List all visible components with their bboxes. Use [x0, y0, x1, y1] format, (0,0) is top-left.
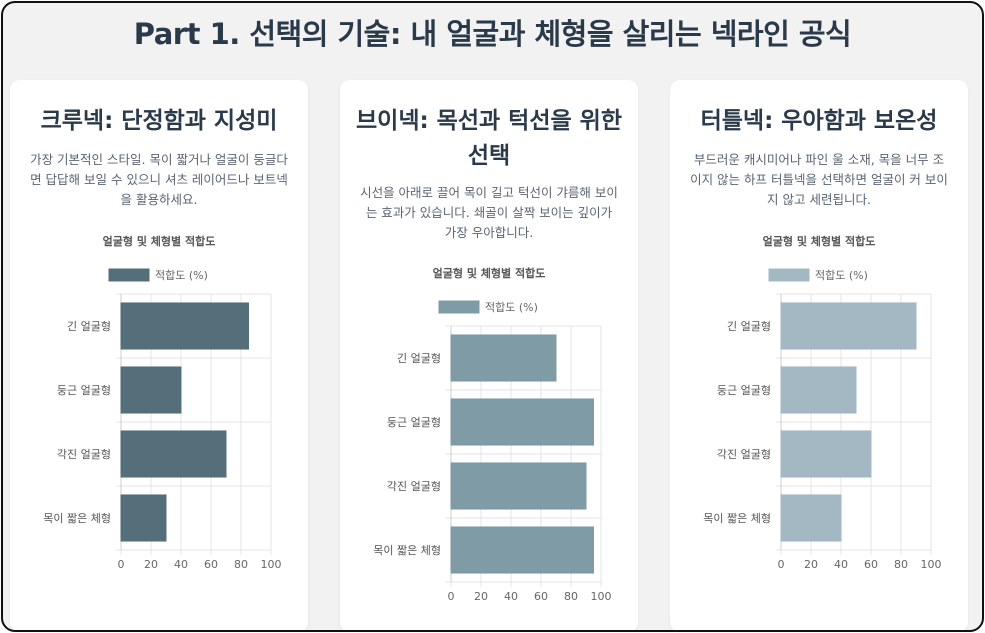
- chart-title: 얼굴형 및 체형별 적합도: [103, 234, 216, 248]
- bar: [450, 334, 557, 382]
- y-tick-label: 둥근 얼굴형: [717, 383, 771, 397]
- y-tick-label: 둥근 얼굴형: [57, 383, 111, 397]
- x-tick-label: 40: [504, 590, 518, 603]
- x-tick-label: 20: [144, 558, 158, 571]
- x-tick-label: 80: [234, 558, 248, 571]
- bar: [780, 302, 917, 350]
- bar: [780, 366, 857, 414]
- y-tick-label: 목이 짧은 체형: [373, 543, 441, 557]
- bar: [450, 462, 587, 510]
- bar: [780, 430, 872, 478]
- bar: [120, 494, 167, 542]
- y-tick-label: 각진 얼굴형: [57, 447, 111, 461]
- x-tick-label: 20: [804, 558, 818, 571]
- chart-title: 얼굴형 및 체형별 적합도: [763, 234, 876, 248]
- legend-label: 적합도 (%): [815, 269, 868, 282]
- y-tick-label: 긴 얼굴형: [727, 319, 771, 333]
- y-tick-label: 둥근 얼굴형: [387, 415, 441, 429]
- y-tick-label: 목이 짧은 체형: [703, 511, 771, 525]
- x-tick-label: 0: [778, 558, 785, 571]
- bar: [450, 398, 594, 446]
- card-description: 시선을 아래로 끌어 목이 길고 턱선이 갸름해 보이는 효과가 있습니다. 쇄…: [360, 185, 618, 240]
- legend-label: 적합도 (%): [485, 301, 538, 314]
- x-tick-label: 60: [534, 590, 548, 603]
- card-crew-neck: 크루넥: 단정함과 지성미 가장 기본적인 스타일. 목이 짧거나 얼굴이 둥글…: [10, 80, 308, 630]
- legend-label: 적합도 (%): [155, 269, 208, 282]
- x-tick-label: 80: [564, 590, 578, 603]
- card-v-neck: 브이넥: 목선과 턱선을 위한 선택 시선을 아래로 끌어 목이 길고 턱선이 …: [340, 80, 638, 630]
- chart-title: 얼굴형 및 체형별 적합도: [433, 266, 546, 280]
- x-tick-label: 20: [474, 590, 488, 603]
- x-tick-label: 60: [864, 558, 878, 571]
- y-tick-label: 긴 얼굴형: [67, 319, 111, 333]
- x-tick-label: 80: [894, 558, 908, 571]
- card-heading: 터틀넥: 우아함과 보온성: [700, 108, 938, 134]
- legend-swatch: [768, 268, 810, 282]
- page-title: Part 1. 선택의 기술: 내 얼굴과 체형을 살리는 넥라인 공식: [133, 17, 852, 51]
- x-tick-label: 100: [591, 590, 612, 603]
- y-tick-label: 목이 짧은 체형: [43, 511, 111, 525]
- x-tick-label: 60: [204, 558, 218, 571]
- y-tick-label: 긴 얼굴형: [397, 351, 441, 365]
- x-tick-label: 40: [834, 558, 848, 571]
- legend-swatch: [438, 300, 480, 314]
- bar: [780, 494, 842, 542]
- x-tick-label: 0: [448, 590, 455, 603]
- card-turtleneck: 터틀넥: 우아함과 보온성 부드러운 캐시미어나 파인 울 소재, 목을 너무 …: [670, 80, 968, 630]
- legend-swatch: [108, 268, 150, 282]
- card-description: 가장 기본적인 스타일. 목이 짧거나 얼굴이 둥글다면 답답해 보일 수 있으…: [30, 152, 288, 207]
- y-tick-label: 각진 얼굴형: [387, 479, 441, 493]
- bar: [450, 526, 594, 574]
- bar: [120, 430, 227, 478]
- card-heading: 브이넥: 목선과 턱선을 위한 선택: [356, 108, 622, 169]
- bar: [120, 366, 182, 414]
- card-description: 부드러운 캐시미어나 파인 울 소재, 목을 너무 조이지 않는 하프 터틀넥을…: [690, 152, 948, 207]
- x-tick-label: 100: [261, 558, 282, 571]
- bar: [120, 302, 249, 350]
- y-tick-label: 각진 얼굴형: [717, 447, 771, 461]
- card-heading: 크루넥: 단정함과 지성미: [40, 108, 278, 134]
- x-tick-label: 100: [921, 558, 942, 571]
- x-tick-label: 0: [118, 558, 125, 571]
- x-tick-label: 40: [174, 558, 188, 571]
